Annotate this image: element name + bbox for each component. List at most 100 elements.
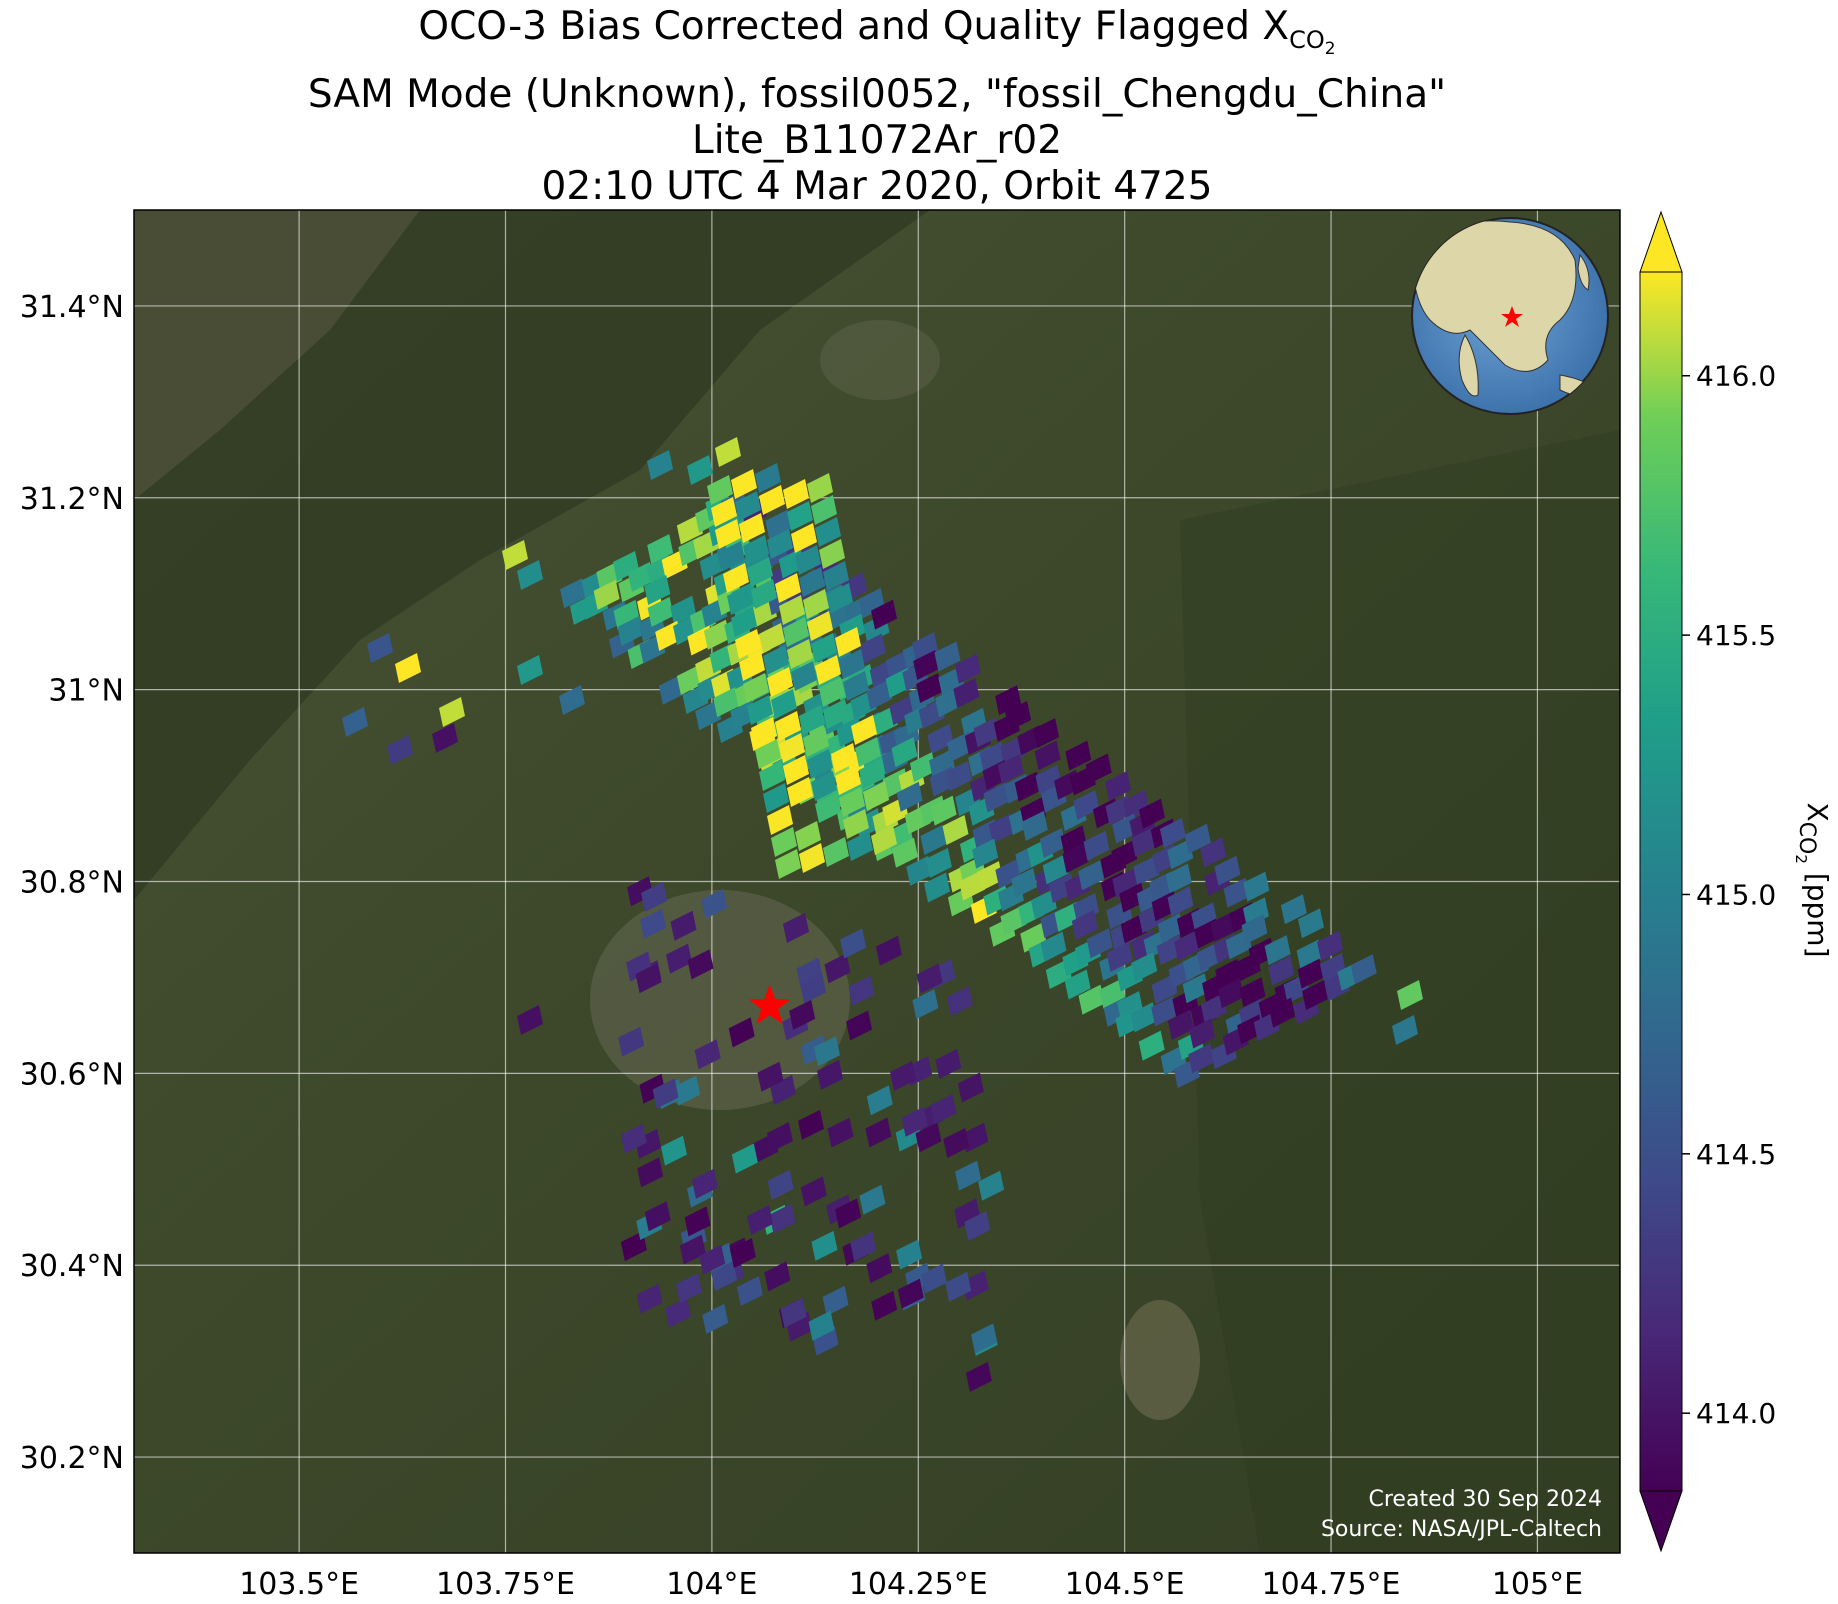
xco2-sounding <box>747 557 773 587</box>
xco2-sounding <box>839 787 865 817</box>
colorbar-tick-label: 415.5 <box>1696 619 1776 652</box>
xco2-sounding <box>517 1005 543 1035</box>
xco2-sounding <box>779 733 805 763</box>
xco2-sounding <box>1073 790 1100 821</box>
xco2-sounding <box>815 655 841 685</box>
xco2-sounding <box>727 585 753 615</box>
xco2-sounding <box>620 1123 647 1154</box>
xco2-sounding <box>765 509 792 540</box>
xco2-sounding <box>943 1128 970 1159</box>
xco2-sounding <box>871 599 898 630</box>
xco2-sounding <box>759 761 785 791</box>
xco2-sounding <box>800 1035 827 1066</box>
xco2-sounding <box>897 1278 924 1309</box>
xco2-sounding <box>823 561 849 591</box>
xco2-sounding <box>965 1361 992 1392</box>
xco2-sounding <box>890 1061 917 1092</box>
xco2-sounding <box>780 1297 807 1328</box>
colorbar-tick-label: 416.0 <box>1696 360 1776 393</box>
xco2-sounding <box>637 1157 664 1188</box>
xco2-sounding <box>644 1201 671 1232</box>
xco2-sounding <box>995 858 1022 889</box>
xco2-sounding <box>701 888 728 919</box>
lat-tick-label: 31°N <box>48 674 124 709</box>
xco2-sounding <box>636 1283 663 1314</box>
xco2-sounding <box>786 1311 813 1342</box>
xco2-sounding <box>791 523 817 553</box>
xco2-sounding <box>811 1230 838 1261</box>
xco2-sounding <box>755 463 781 493</box>
xco2-sounding <box>835 765 861 795</box>
xco2-sounding <box>1065 740 1092 771</box>
xco2-sounding <box>1078 860 1105 891</box>
xco2-sounding <box>865 1117 892 1148</box>
xco2-sounding <box>896 781 923 812</box>
xco2-sounding <box>1214 855 1241 886</box>
xco2-sounding <box>906 855 933 886</box>
xco2-sounding <box>729 1237 756 1268</box>
xco2-sounding <box>1167 839 1194 870</box>
xco2-sounding <box>1188 1043 1215 1074</box>
xco2-sounding <box>715 519 741 549</box>
xco2-sounding <box>1174 930 1201 961</box>
xco2-sounding <box>848 975 875 1006</box>
longitude-tick-labels: 103.5°E 103.75°E 104°E 104.25°E 104.5°E 104.7… <box>239 1567 1583 1602</box>
xco2-sounding <box>641 881 668 912</box>
xco2-sounding <box>875 935 902 966</box>
xco2-sounding <box>1200 993 1227 1024</box>
colorbar-extend-min <box>1639 1490 1683 1553</box>
xco2-sounding <box>1011 868 1038 899</box>
xco2-sounding <box>811 633 837 663</box>
xco2-sounding <box>1123 789 1150 820</box>
xco2-sounding <box>1223 877 1250 908</box>
xco2-sounding <box>1317 930 1344 961</box>
xco2-sounding <box>719 541 745 571</box>
xco2-sounding <box>1040 931 1067 962</box>
xco2-sounding <box>816 1059 843 1090</box>
xco2-sounding <box>843 671 869 701</box>
xco2-sounding <box>771 827 797 857</box>
colorbar-label: XCO2 [ppm] <box>1792 803 1834 958</box>
inset-globe <box>1411 217 1609 415</box>
xco2-sounding <box>971 1323 998 1354</box>
xco2-sounding <box>670 910 697 941</box>
xco2-sounding <box>787 501 813 531</box>
xco2-sounding <box>1269 997 1296 1028</box>
xco2-sounding <box>735 491 761 521</box>
xco2-sounding <box>1167 1009 1194 1040</box>
xco2-sounding <box>823 837 849 867</box>
lon-tick-label: 104°E <box>666 1567 757 1602</box>
xco2-sounding <box>769 1203 796 1234</box>
xco2-sounding <box>1071 910 1098 941</box>
xco2-sounding <box>684 1206 711 1237</box>
xco2-sounding <box>770 1074 797 1105</box>
xco2-sounding <box>731 1143 758 1174</box>
xco2-sounding <box>796 957 823 988</box>
xco2-sounding <box>763 645 789 675</box>
xco2-sounding <box>559 685 585 715</box>
xco2-sounding <box>871 1290 898 1321</box>
xco2-sounding <box>775 849 801 879</box>
xco2-sounding <box>896 1239 923 1270</box>
xco2-sounding <box>676 514 703 545</box>
xco2-sounding <box>759 623 785 653</box>
xco2-sounding <box>502 540 528 570</box>
xco2-sounding <box>945 761 972 792</box>
xco2-sounding <box>676 665 703 696</box>
xco2-sounding <box>839 649 865 679</box>
xco2-sounding <box>807 473 833 503</box>
xco2-sounding <box>988 813 1015 844</box>
high-peaks <box>134 210 420 500</box>
xco2-sounding <box>1035 764 1062 795</box>
xco2-sounding <box>799 567 825 597</box>
xco2-sounding <box>1005 700 1032 731</box>
xco2-sounding <box>767 805 793 835</box>
xco2-sounding <box>1157 913 1184 944</box>
xco2-sounding <box>1042 854 1069 885</box>
xco2-sounding <box>635 1128 662 1159</box>
xco2-sounding <box>1215 959 1242 990</box>
lon-tick-label: 104.5°E <box>1065 1567 1185 1602</box>
map-area: Created 30 Sep 2024 Source: NASA/JPL-Cal… <box>134 210 1620 1553</box>
xco2-sounding <box>1319 952 1346 983</box>
xco2-sounding <box>395 653 421 683</box>
